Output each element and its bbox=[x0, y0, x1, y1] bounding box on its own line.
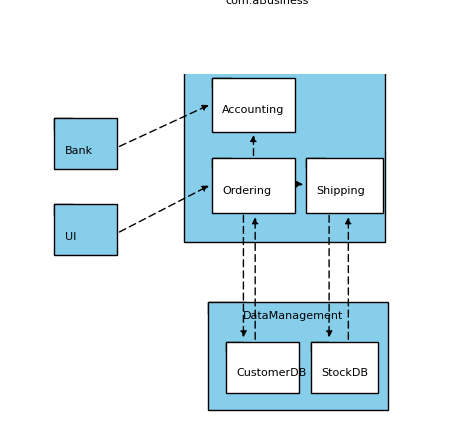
Bar bbox=[212, 159, 295, 212]
Text: Ordering: Ordering bbox=[222, 186, 271, 196]
Bar bbox=[184, 0, 385, 242]
Bar bbox=[54, 118, 73, 130]
Text: StockDB: StockDB bbox=[322, 368, 369, 378]
Bar bbox=[208, 302, 388, 410]
Text: Shipping: Shipping bbox=[317, 186, 365, 196]
Text: UI: UI bbox=[64, 232, 76, 242]
Text: com.aBusiness: com.aBusiness bbox=[226, 0, 309, 6]
Bar bbox=[208, 302, 247, 314]
Bar bbox=[54, 204, 117, 255]
Bar bbox=[212, 78, 231, 88]
Bar bbox=[311, 342, 329, 352]
Bar bbox=[306, 159, 325, 168]
Bar bbox=[212, 159, 231, 168]
Bar bbox=[212, 78, 295, 132]
Bar bbox=[311, 342, 378, 393]
Text: Bank: Bank bbox=[64, 146, 92, 156]
Text: CustomerDB: CustomerDB bbox=[236, 368, 306, 378]
Bar bbox=[54, 118, 117, 169]
Text: Accounting: Accounting bbox=[222, 105, 285, 115]
Bar bbox=[226, 342, 299, 393]
Bar bbox=[226, 342, 243, 352]
Bar bbox=[54, 204, 73, 215]
Bar bbox=[306, 159, 383, 212]
Text: DataManagement: DataManagement bbox=[243, 311, 343, 320]
